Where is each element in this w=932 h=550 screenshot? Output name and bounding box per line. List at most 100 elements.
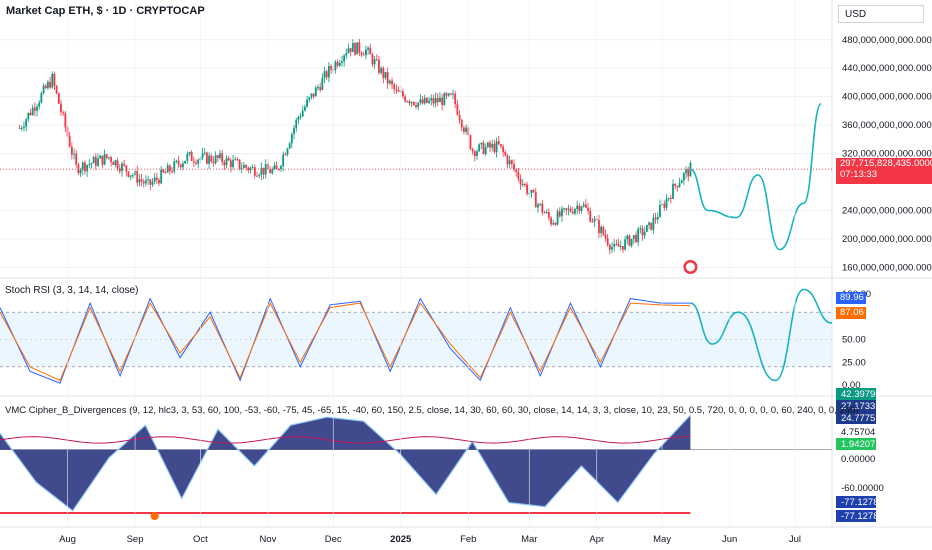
candle-body — [173, 161, 176, 172]
candle-body — [580, 206, 583, 211]
price-tick-label: 440,000,000,000.00000 — [842, 63, 932, 74]
candle-body — [665, 199, 668, 208]
candle-body — [445, 93, 448, 96]
candle-body — [663, 203, 666, 208]
candle-body — [64, 113, 67, 128]
candle-body — [314, 87, 317, 97]
candle-body — [600, 226, 603, 234]
candle-body — [42, 85, 45, 94]
candle-body — [49, 81, 51, 88]
candle-body — [360, 52, 363, 55]
rsi-tick-label: 50.00 — [842, 335, 866, 346]
candle-body — [526, 184, 528, 194]
chart-title: Market Cap ETH, $ · 1D · CRYPTOCAP — [6, 5, 205, 17]
candle-body — [327, 66, 330, 78]
candle-body — [582, 204, 585, 207]
candle-body — [275, 165, 278, 170]
candle-body — [656, 217, 659, 220]
candle-body — [262, 167, 265, 175]
candle-body — [650, 222, 653, 230]
candle-body — [140, 179, 143, 182]
candle-body — [131, 175, 134, 177]
candle-body — [97, 158, 99, 166]
candle-body — [336, 61, 339, 66]
candle-body — [290, 134, 293, 144]
candle-body — [162, 169, 165, 173]
candle-body — [288, 143, 291, 149]
candle-body — [236, 159, 239, 161]
candle-body — [192, 160, 195, 163]
candle-body — [436, 97, 439, 103]
candle-body — [521, 183, 524, 185]
candle-body — [319, 87, 322, 90]
candle-body — [639, 228, 642, 230]
vmc-value-tag — [836, 438, 876, 450]
candle-body — [388, 80, 391, 84]
candle-body — [240, 167, 243, 169]
candle-body — [365, 49, 367, 56]
candle-body — [493, 143, 496, 153]
candle-body — [312, 93, 315, 97]
candle-body — [547, 212, 550, 218]
vmc-value-label: 0.00000 — [841, 454, 875, 465]
candle-body — [469, 135, 472, 150]
vmc-value-tag — [836, 412, 876, 424]
candle-body — [249, 167, 252, 171]
candle-body — [449, 93, 452, 95]
candle-body — [434, 97, 437, 104]
candle-body — [395, 89, 398, 91]
candle-body — [212, 161, 215, 164]
vmc-value-label: 1.94207 — [841, 439, 875, 450]
candle-body — [604, 234, 607, 239]
price-tick-label: 160,000,000,000.00000 — [842, 262, 932, 273]
candle-body — [256, 175, 258, 177]
candle-body — [593, 218, 596, 222]
candle-body — [530, 189, 533, 194]
vmc-value-label: 24.77751 — [841, 413, 881, 424]
candle-body — [286, 148, 289, 155]
candle-body — [417, 102, 420, 108]
currency-selector[interactable]: USD — [838, 5, 924, 23]
candle-body — [393, 84, 396, 90]
candle-body — [626, 235, 629, 240]
candle-body — [574, 209, 576, 214]
time-axis-label: Aug — [59, 534, 76, 545]
candle-body — [622, 246, 624, 250]
candle-body — [129, 175, 132, 177]
candle-body — [680, 180, 683, 184]
last-price-value: 297,715,828,435.00000 — [840, 158, 932, 169]
candle-body — [153, 177, 156, 182]
candle-body — [371, 54, 374, 65]
vmc-value-label: -60.00000 — [841, 483, 884, 494]
candle-body — [225, 158, 228, 166]
stoch-d-value-tag: 87.06 — [836, 307, 866, 319]
candle-body — [356, 42, 359, 55]
candle-body — [554, 222, 557, 225]
candle-body — [75, 153, 78, 165]
candle-body — [519, 178, 522, 185]
candle-body — [247, 167, 250, 171]
candle-body — [138, 179, 141, 183]
candle-body — [391, 80, 393, 85]
candle-body — [561, 208, 563, 217]
candle-body — [643, 231, 646, 236]
candle-body — [149, 179, 152, 185]
candle-body — [463, 127, 465, 132]
time-axis-label: Dec — [325, 534, 342, 545]
candle-body — [36, 106, 38, 111]
candle-body — [258, 175, 261, 177]
candle-body — [480, 142, 483, 145]
candle-body — [44, 85, 47, 89]
time-axis-label: Apr — [589, 534, 604, 545]
candle-body — [425, 97, 428, 103]
candle-body — [552, 222, 555, 225]
candle-body — [384, 72, 387, 79]
time-axis-label: Sep — [127, 534, 144, 545]
candle-body — [667, 197, 670, 200]
candle-body — [206, 152, 208, 164]
candle-body — [602, 226, 605, 235]
candle-body — [432, 98, 435, 104]
candle-body — [86, 164, 89, 172]
candle-body — [367, 47, 369, 50]
